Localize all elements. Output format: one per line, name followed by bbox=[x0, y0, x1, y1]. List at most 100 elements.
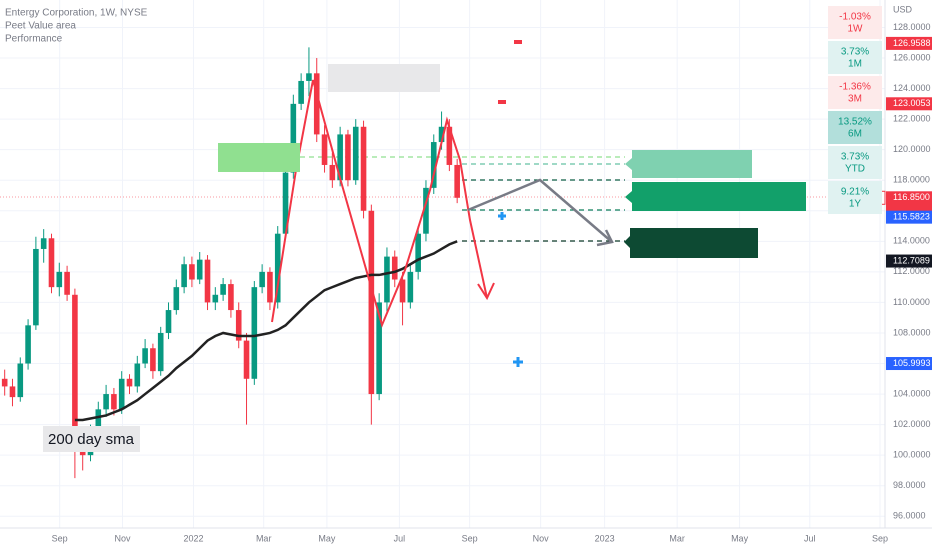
x-tick-label: Jul bbox=[394, 533, 406, 543]
candle-body bbox=[150, 348, 156, 372]
candle-body bbox=[337, 134, 343, 181]
y-tick-label: 120.0000 bbox=[893, 144, 931, 154]
price-tag-label: 112.7089 bbox=[893, 255, 930, 265]
header: Entergy Corporation, 1W, NYSE bbox=[5, 8, 148, 19]
label-bg bbox=[43, 426, 140, 452]
price-tag-label: 105.9993 bbox=[893, 358, 931, 368]
price-tag bbox=[886, 210, 932, 224]
x-tick-label: May bbox=[731, 533, 749, 543]
candle-body bbox=[352, 126, 359, 181]
perf-cell bbox=[828, 111, 882, 144]
perf-period: 6M bbox=[848, 129, 862, 140]
candle-body bbox=[438, 126, 445, 143]
y-tick-label: 112.0000 bbox=[893, 266, 930, 276]
x-tick-label: Mar bbox=[256, 533, 272, 543]
price-tag-label: 123.0053 bbox=[893, 98, 931, 108]
y-tick-label: 102.0000 bbox=[893, 419, 931, 429]
y-tick-label: 104.0000 bbox=[893, 388, 931, 398]
perf-change: -1.03% bbox=[839, 12, 871, 23]
y-tick-label: 126.0000 bbox=[893, 52, 931, 62]
sma-label: 200 day sma bbox=[48, 431, 135, 448]
candle-body bbox=[360, 126, 367, 211]
y-tick-label: 98.0000 bbox=[893, 480, 926, 490]
candle-body bbox=[259, 271, 265, 288]
x-tick-label: Jul bbox=[804, 533, 816, 543]
candle-body bbox=[415, 233, 421, 272]
perf-cell bbox=[828, 6, 882, 39]
x-tick-label: 2022 bbox=[183, 533, 203, 543]
y-tick-label: 96.0000 bbox=[893, 511, 926, 521]
candle-body bbox=[56, 271, 63, 288]
currency: USD bbox=[893, 4, 913, 14]
candle-body bbox=[345, 134, 351, 181]
candle-body bbox=[165, 310, 172, 333]
price-tag bbox=[886, 254, 932, 268]
perf-period: 3M bbox=[848, 94, 862, 105]
x-tick-label: Nov bbox=[533, 533, 550, 543]
projection bbox=[467, 178, 613, 243]
candle-body bbox=[181, 264, 187, 288]
plus-marker bbox=[498, 212, 506, 220]
candle-body bbox=[157, 332, 164, 372]
candle-body bbox=[126, 378, 133, 387]
x-tick-label: Sep bbox=[872, 533, 888, 543]
candle-body bbox=[134, 363, 141, 387]
candle-body bbox=[251, 287, 258, 379]
candle-body bbox=[384, 256, 390, 303]
candle-body bbox=[243, 340, 250, 379]
price-tag-label: 116.8500 bbox=[893, 192, 930, 202]
perf-period: 1Y bbox=[849, 199, 862, 210]
candle-body bbox=[306, 73, 312, 81]
cons-bg bbox=[625, 182, 806, 211]
candle-body bbox=[407, 271, 414, 303]
candle-body bbox=[111, 394, 117, 410]
price-tag-label: 126.9588 bbox=[893, 38, 931, 48]
y-tick-label: 108.0000 bbox=[893, 327, 931, 337]
candle-body bbox=[274, 233, 281, 303]
perf-cell bbox=[828, 41, 882, 74]
perf-cell bbox=[828, 76, 882, 109]
candle-body bbox=[212, 294, 219, 303]
x-tick-label: 2023 bbox=[595, 533, 615, 543]
candle-body bbox=[430, 142, 437, 188]
perf-period: 1M bbox=[848, 59, 862, 70]
candle-body bbox=[368, 210, 375, 395]
perf-period: YTD bbox=[845, 164, 865, 175]
candle-body bbox=[329, 164, 336, 181]
x-tick-label: Nov bbox=[114, 533, 131, 543]
minus-marker bbox=[514, 40, 522, 44]
candle-body bbox=[72, 294, 78, 448]
minus-marker bbox=[498, 100, 506, 104]
arrow-head bbox=[596, 229, 614, 247]
candles bbox=[1, 47, 460, 479]
price-tag bbox=[886, 357, 932, 371]
candle-body bbox=[298, 80, 304, 104]
candle-body bbox=[48, 238, 55, 288]
y-tick-label: 122.0000 bbox=[893, 114, 931, 124]
markers bbox=[498, 40, 523, 367]
candle-body bbox=[1, 378, 8, 387]
price-tag-label: 115.5823 bbox=[893, 212, 930, 222]
y-tick-label: 114.0000 bbox=[893, 236, 930, 246]
candle-body bbox=[376, 302, 382, 395]
perf-change: 13.52% bbox=[838, 117, 872, 128]
candle-body bbox=[64, 271, 70, 295]
candle-body bbox=[33, 248, 39, 326]
candle-body bbox=[189, 264, 195, 280]
label-bg bbox=[328, 64, 440, 92]
plus-marker bbox=[513, 357, 523, 367]
candle-body bbox=[40, 238, 47, 249]
candle-body bbox=[454, 164, 460, 198]
y-tick-label: 118.0000 bbox=[893, 175, 930, 185]
candle-body bbox=[446, 126, 453, 165]
candle-body bbox=[9, 386, 16, 398]
candle-body bbox=[220, 284, 226, 295]
candle-body bbox=[95, 409, 102, 433]
price-tag bbox=[886, 36, 932, 50]
perf-change: 3.73% bbox=[841, 152, 869, 163]
target-bg bbox=[624, 228, 758, 258]
candle-body bbox=[235, 310, 242, 341]
candle-body bbox=[228, 284, 234, 311]
